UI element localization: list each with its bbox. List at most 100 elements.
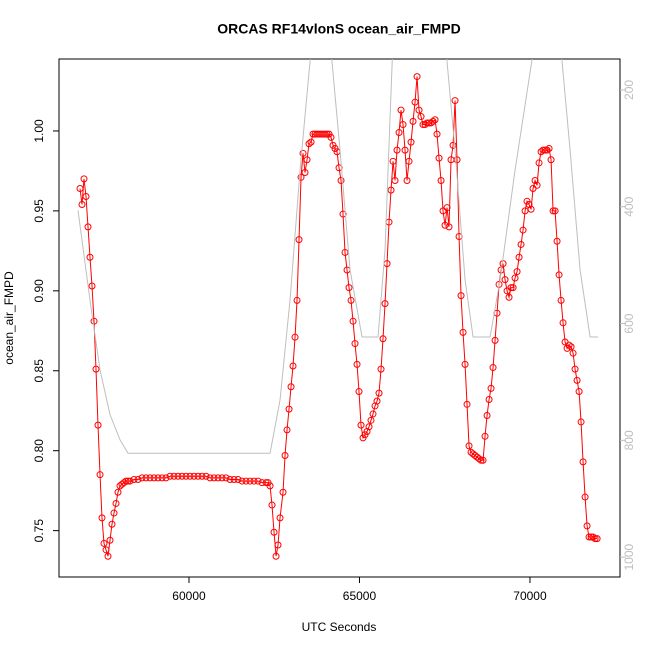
data-point (202, 472, 210, 480)
data-point (303, 156, 311, 164)
data-point (357, 421, 365, 429)
data-point (463, 400, 471, 408)
data-point (112, 499, 120, 507)
data-point (461, 360, 469, 368)
data-point (511, 274, 519, 282)
y-axis-label: ocean_air_FMPD (2, 271, 16, 365)
data-point (218, 474, 226, 482)
data-point (353, 360, 361, 368)
data-point (487, 384, 495, 392)
data-point (417, 113, 425, 121)
data-point (567, 343, 575, 351)
data-point (274, 541, 282, 549)
data-point (579, 458, 587, 466)
data-point (92, 365, 100, 373)
data-point (206, 474, 214, 482)
data-point (381, 300, 389, 308)
data-point (84, 223, 92, 231)
data-point (335, 164, 343, 172)
data-point (158, 474, 166, 482)
y-tick-label: 0.80 (32, 439, 46, 463)
data-point (489, 364, 497, 372)
data-point (246, 477, 254, 485)
data-point (130, 475, 138, 483)
data-point (491, 336, 499, 344)
data-point (551, 207, 559, 215)
data-point (154, 474, 162, 482)
data-point (283, 426, 291, 434)
data-point (445, 223, 453, 231)
data-point (297, 173, 305, 181)
data-point (429, 117, 437, 125)
data-point (543, 146, 551, 154)
data-point (345, 284, 353, 292)
data-point (411, 98, 419, 106)
data-point (285, 405, 293, 413)
data-point (399, 121, 407, 129)
data-point (565, 341, 573, 349)
data-point (465, 442, 473, 450)
data-point (377, 365, 385, 373)
data-point (110, 509, 118, 517)
data-point (443, 204, 451, 212)
data-point (98, 514, 106, 522)
data-point (295, 236, 303, 244)
data-point (509, 284, 517, 292)
data-point (533, 181, 541, 189)
data-point (415, 106, 423, 114)
data-point (268, 501, 276, 509)
data-point (210, 474, 218, 482)
y-tick-label: 0.90 (32, 279, 46, 303)
data-point (395, 129, 403, 137)
plot-area (76, 59, 601, 560)
data-point (96, 471, 104, 479)
data-point (367, 416, 375, 424)
data-point (379, 335, 387, 343)
data-point (272, 552, 280, 560)
data-point (375, 389, 383, 397)
data-point (341, 248, 349, 256)
y-tick-label: 0.95 (32, 199, 46, 223)
data-point (186, 472, 194, 480)
data-point (407, 138, 415, 146)
data-point (78, 200, 86, 208)
series-line (79, 76, 598, 557)
data-point (527, 205, 535, 213)
data-point (459, 328, 467, 336)
data-point (559, 319, 567, 327)
y2-tick-label: 800 (622, 430, 636, 450)
data-point (100, 539, 108, 547)
data-point (266, 482, 274, 490)
data-point (170, 472, 178, 480)
y2-tick-label: 1000 (622, 543, 636, 570)
y2-tick-label: 400 (622, 196, 636, 216)
data-point (90, 317, 98, 325)
data-point (355, 388, 363, 396)
data-point (337, 177, 345, 185)
data-point (549, 207, 557, 215)
data-point (76, 185, 84, 192)
data-point (250, 477, 258, 485)
data-point (483, 412, 491, 420)
data-point (581, 493, 589, 501)
data-point (391, 177, 399, 185)
data-point (150, 474, 158, 482)
data-point (222, 474, 230, 482)
data-point (270, 528, 278, 536)
data-point (583, 522, 591, 530)
data-point (142, 474, 150, 482)
data-point (276, 514, 284, 522)
data-point (435, 154, 443, 162)
data-point (293, 296, 301, 304)
data-point (569, 349, 577, 357)
data-point (541, 146, 549, 154)
data-point (553, 237, 561, 245)
data-point (389, 157, 397, 165)
data-point (373, 397, 381, 405)
data-point (281, 451, 289, 459)
data-point (555, 271, 563, 279)
data-point (519, 226, 527, 234)
data-point (162, 474, 170, 482)
data-point (545, 145, 553, 153)
